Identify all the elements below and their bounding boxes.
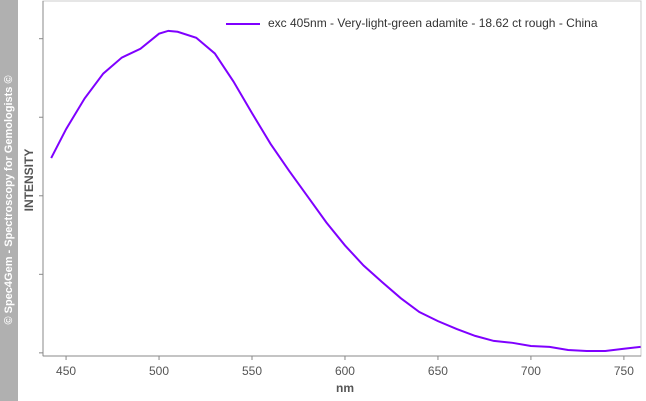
credit: © Spec4Gem - Spectroscopy for Gemologist… — [3, 75, 15, 324]
x-tick-label: 450 — [56, 364, 76, 378]
x-tick-label: 500 — [149, 364, 169, 378]
x-tick-label: 750 — [614, 364, 634, 378]
plot-frame — [42, 0, 642, 357]
y-axis-label: INTENSITY — [22, 149, 36, 212]
credit-strip — [0, 0, 18, 401]
x-tick-label: 650 — [428, 364, 448, 378]
legend-label: exc 405nm - Very-light-green adamite - 1… — [268, 16, 598, 30]
x-tick-label: 550 — [242, 364, 262, 378]
x-tick-label: 600 — [335, 364, 355, 378]
series-line — [50, 29, 641, 352]
x-tick-label: 700 — [521, 364, 541, 378]
x-axis-label: nm — [336, 381, 354, 395]
